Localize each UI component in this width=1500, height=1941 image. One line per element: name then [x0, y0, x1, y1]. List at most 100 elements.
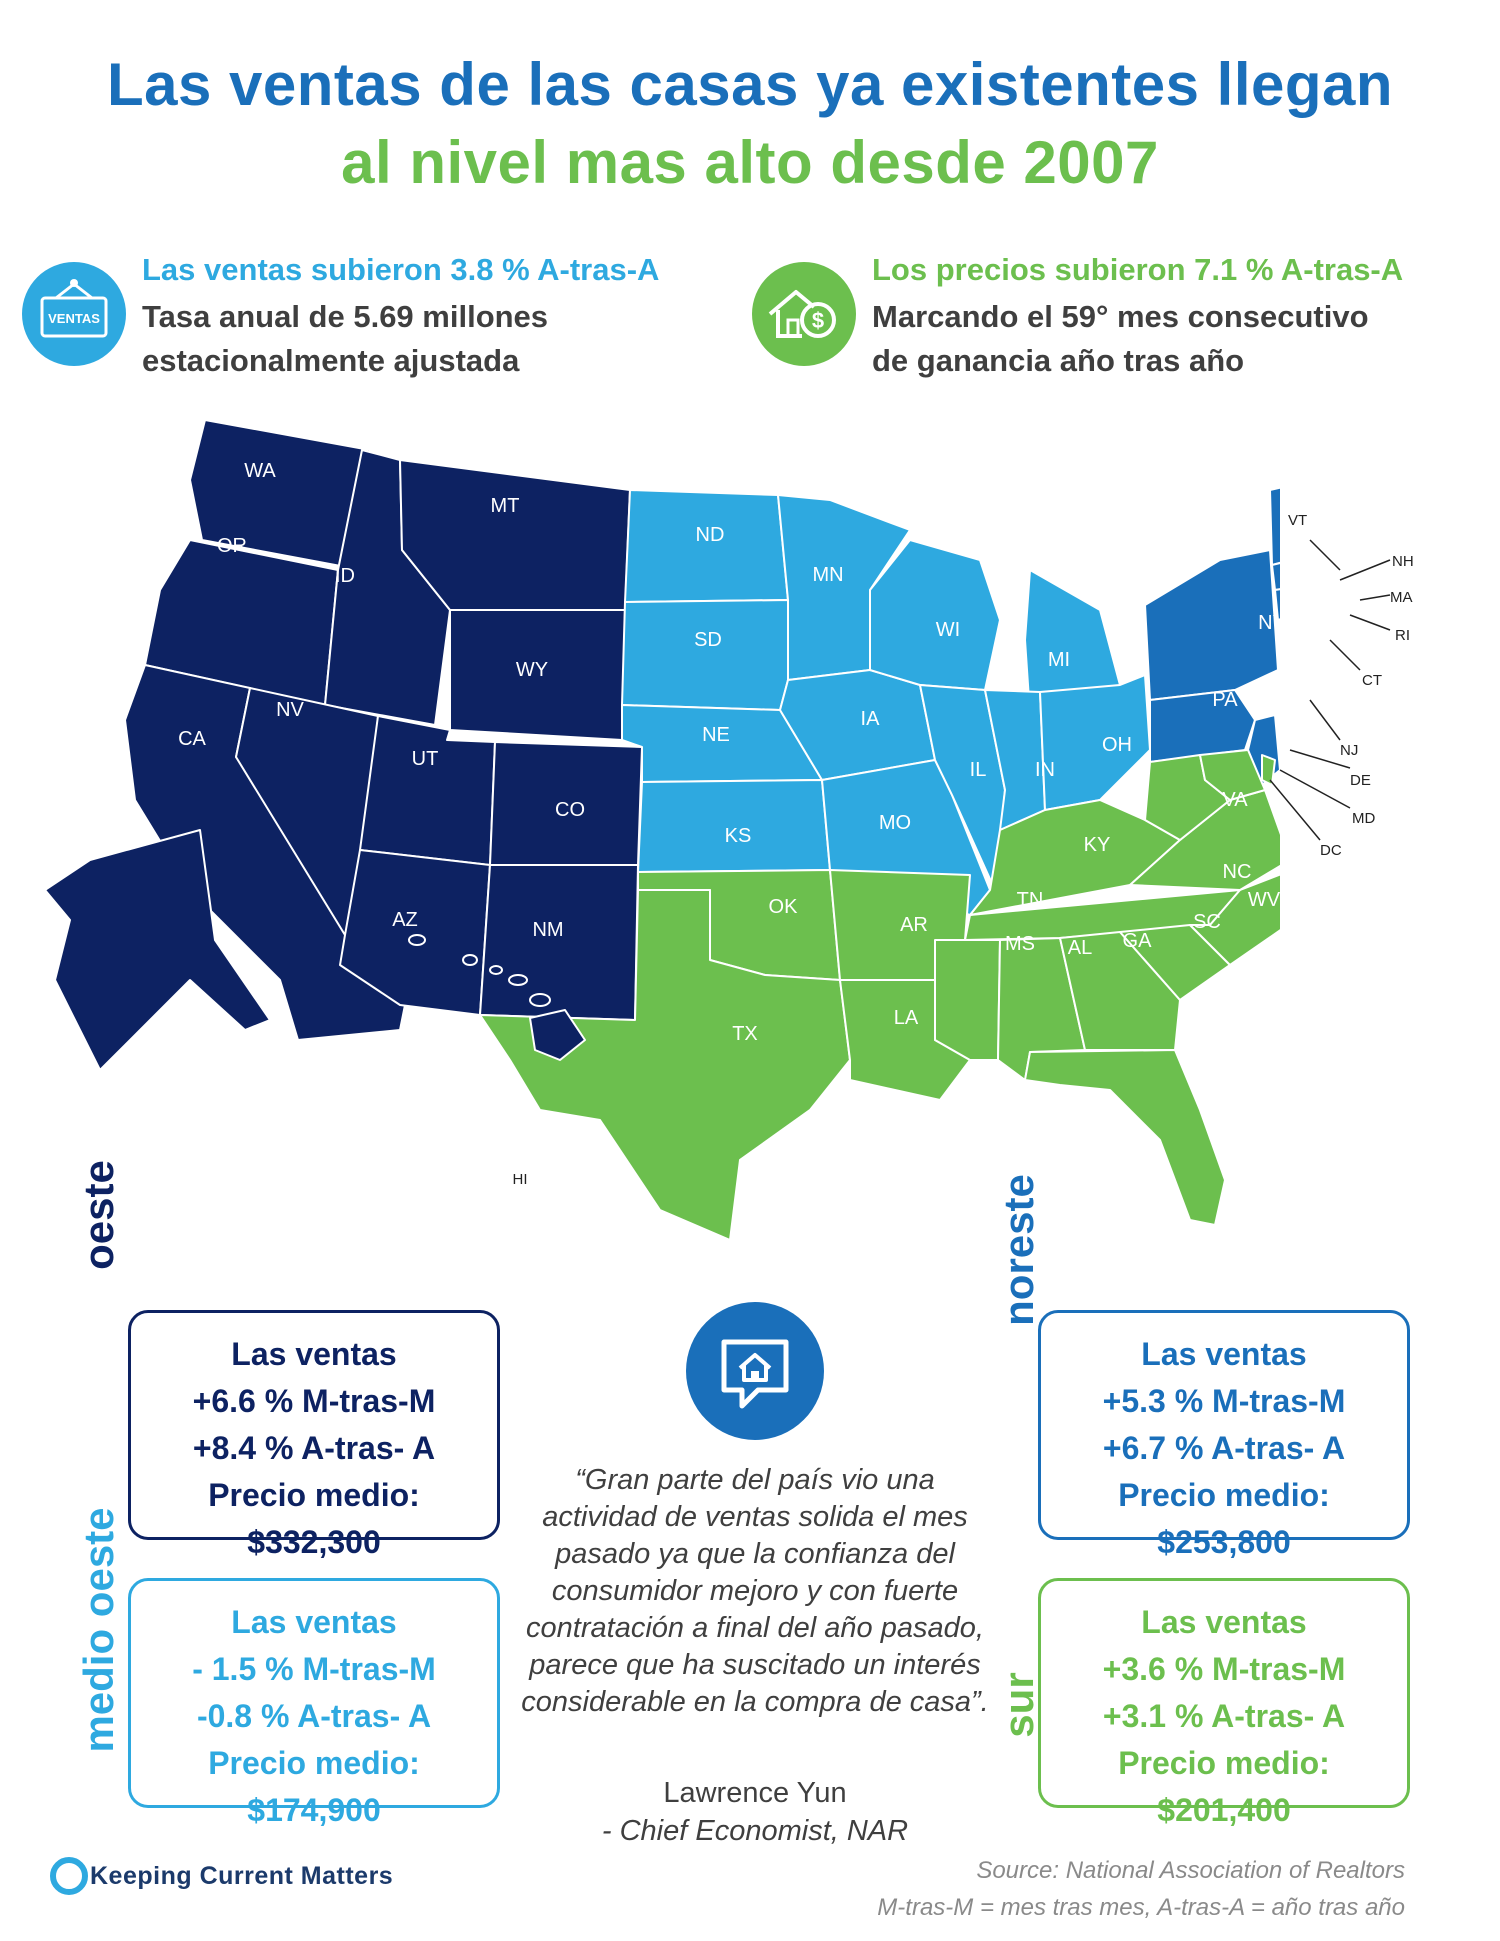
- prices-line-1: Marcando el 59° mes consecutivo: [872, 299, 1369, 334]
- house-dollar-icon: $: [752, 262, 856, 366]
- svg-text:$: $: [812, 308, 824, 333]
- label-fl: FL: [1190, 1064, 1213, 1086]
- prices-line-2: de ganancia año tras año: [872, 343, 1245, 378]
- label-ct: CT: [1362, 672, 1382, 689]
- abbreviation-legend: M-tras-M = mes tras mes, A-tras-A = año …: [877, 1894, 1405, 1921]
- state-wa: [189, 419, 371, 571]
- label-sc: SC: [1193, 911, 1221, 933]
- label-nh: NH: [1392, 553, 1414, 570]
- west-yoy: +8.4 % A-tras- A: [192, 1430, 436, 1466]
- label-ky: KY: [1084, 834, 1111, 856]
- label-ri: RI: [1395, 627, 1410, 644]
- label-nm: NM: [532, 919, 563, 941]
- label-tx: TX: [732, 1023, 758, 1045]
- label-wi: WI: [936, 619, 960, 641]
- label-al: AL: [1068, 937, 1092, 959]
- source-text: Source: National Association of Realtors: [976, 1857, 1405, 1884]
- region-box-south: Las ventas +3.6 % M-tras-M +3.1 % A-tras…: [1038, 1578, 1410, 1828]
- state-mt: [399, 459, 631, 611]
- quote-author-role: - Chief Economist, NAR: [601, 1815, 909, 1847]
- label-dc: DC: [1320, 842, 1342, 859]
- label-ia: IA: [861, 708, 881, 730]
- state-ak: [44, 829, 271, 1071]
- source-note: Source: National Association of Realtors…: [877, 1852, 1405, 1926]
- label-nj: NJ: [1340, 742, 1358, 759]
- label-mn: MN: [812, 564, 843, 586]
- label-pa: PA: [1212, 689, 1238, 711]
- south-yoy: +3.1 % A-tras- A: [1102, 1698, 1346, 1734]
- house-speech-bubble-icon: [686, 1302, 824, 1440]
- label-il: IL: [970, 759, 987, 781]
- label-ny: NY: [1258, 612, 1280, 634]
- state-ms: [934, 939, 1001, 1061]
- label-la: LA: [894, 1007, 919, 1029]
- label-in: IN: [1035, 759, 1055, 781]
- south-price: $201,400: [1157, 1792, 1291, 1828]
- label-mo: MO: [879, 812, 911, 834]
- label-wy: WY: [516, 659, 548, 681]
- state-md: [1199, 749, 1266, 801]
- label-ne: NE: [702, 724, 730, 746]
- region-box-midwest: Las ventas - 1.5 % M-tras-M -0.8 % A-tra…: [128, 1578, 500, 1828]
- label-vt: VT: [1288, 512, 1307, 529]
- region-label-midwest: medio oeste: [75, 1507, 122, 1753]
- kcm-logo-icon: [50, 1857, 88, 1895]
- label-or: OR: [217, 535, 247, 557]
- state-fl: [1024, 1049, 1226, 1226]
- sales-line-1: Tasa anual de 5.69 millones: [142, 299, 549, 334]
- midwest-yoy: -0.8 % A-tras- A: [196, 1698, 432, 1734]
- label-ut: UT: [412, 748, 439, 770]
- northeast-price: $253,800: [1157, 1524, 1291, 1560]
- west-price: $332,300: [247, 1524, 381, 1560]
- label-ga: GA: [1123, 930, 1153, 952]
- label-az: AZ: [392, 909, 418, 931]
- label-id: ID: [335, 565, 355, 587]
- midwest-price-label: Precio medio:: [208, 1745, 420, 1781]
- midwest-mom: - 1.5 % M-tras-M: [192, 1651, 436, 1687]
- label-sd: SD: [694, 629, 722, 651]
- west-price-label: Precio medio:: [208, 1477, 420, 1513]
- us-regions-map: WA OR ID MT WY CA NV UT CO AZ NM ND SD N…: [40, 419, 1411, 1280]
- label-va: VA: [1222, 789, 1248, 811]
- state-oh: [1039, 674, 1151, 811]
- quote-text: “Gran parte del país vio una actividad d…: [521, 1464, 989, 1718]
- quote-attribution: Lawrence Yun - Chief Economist, NAR: [520, 1774, 990, 1850]
- label-wv: WV: [1248, 889, 1280, 911]
- state-ut: [359, 715, 496, 866]
- state-tx: [479, 889, 851, 1241]
- northeast-mom: +5.3 % M-tras-M: [1102, 1383, 1346, 1419]
- state-nd: [624, 489, 789, 603]
- state-pa: [1149, 689, 1256, 763]
- state-hi: [408, 934, 586, 1061]
- state-ga: [1059, 931, 1181, 1051]
- page-title-line-1: Las ventas de las casas ya existentes ll…: [106, 51, 1394, 118]
- label-ks: KS: [725, 825, 752, 847]
- label-nv: NV: [276, 699, 304, 721]
- brand-name: Keeping Current Matters: [90, 1862, 394, 1890]
- state-sd: [621, 599, 789, 711]
- label-ms: MS: [1005, 933, 1035, 955]
- us-map-svg: WA OR ID MT WY CA NV UT CO AZ NM ND SD N…: [44, 419, 1411, 1241]
- label-ar: AR: [900, 914, 928, 936]
- for-sale-sign-icon: VENTAS: [22, 262, 126, 366]
- midwest-price: $174,900: [247, 1792, 381, 1828]
- page-title-line-2: al nivel mas alto desde 2007: [341, 129, 1159, 196]
- label-wa: WA: [244, 460, 276, 482]
- state-de: [1261, 754, 1276, 786]
- south-mom: +3.6 % M-tras-M: [1102, 1651, 1346, 1687]
- sales-line-2: estacionalmente ajustada: [142, 343, 520, 378]
- label-hi: HI: [513, 1171, 528, 1188]
- label-md: MD: [1352, 810, 1375, 827]
- label-ca: CA: [178, 728, 206, 750]
- northeast-yoy: +6.7 % A-tras- A: [1102, 1430, 1346, 1466]
- label-mt: MT: [491, 495, 520, 517]
- midwest-sales-label: Las ventas: [231, 1604, 397, 1640]
- label-ma: MA: [1390, 589, 1413, 606]
- label-co: CO: [555, 799, 585, 821]
- northeast-price-label: Precio medio:: [1118, 1477, 1330, 1513]
- region-box-northeast: Las ventas +5.3 % M-tras-M +6.7 % A-tras…: [1038, 1310, 1410, 1560]
- label-oh: OH: [1102, 734, 1132, 756]
- sales-headline: Las ventas subieron 3.8 % A-tras-A: [142, 252, 660, 287]
- label-mi: MI: [1048, 649, 1070, 671]
- northeast-sales-label: Las ventas: [1141, 1336, 1307, 1372]
